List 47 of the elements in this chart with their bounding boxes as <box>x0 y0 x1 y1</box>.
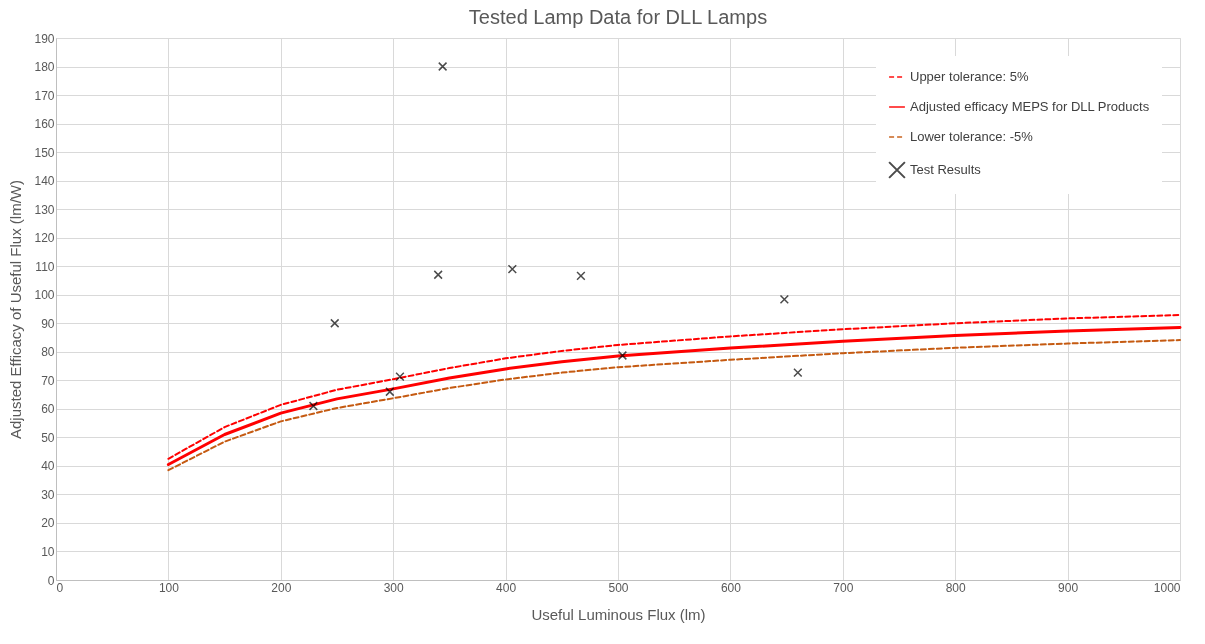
point <box>308 401 319 411</box>
x-tick-label: 900 <box>1058 580 1079 595</box>
legend-label: Upper tolerance: 5% <box>910 69 1029 84</box>
legend-label: Lower tolerance: -5% <box>910 129 1034 144</box>
chart-title: Tested Lamp Data for DLL Lamps <box>468 6 768 28</box>
x-tick-label: 200 <box>271 580 292 595</box>
x-tick-label: 300 <box>383 580 405 595</box>
y-tick-label: 140 <box>34 174 55 189</box>
y-tick-label: 70 <box>41 373 55 388</box>
point <box>385 387 395 397</box>
y-tick-label: 160 <box>34 117 55 132</box>
x-tick-label: 500 <box>608 580 629 595</box>
x-tick-label: 700 <box>833 580 854 595</box>
y-tick-label: 130 <box>34 202 55 217</box>
point <box>330 318 340 328</box>
y-tick-label: 150 <box>34 145 55 160</box>
point <box>438 61 448 72</box>
point <box>793 367 803 378</box>
point <box>507 264 517 274</box>
point <box>576 271 586 281</box>
y-axis-title: Adjusted Efficacy of Useful Flux (lm/W) <box>7 180 25 439</box>
point <box>433 270 443 280</box>
y-tick-label: 10 <box>41 544 55 559</box>
x-axis-title: Useful Luminous Flux (lm) <box>531 605 706 623</box>
legend-label: Adjusted efficacy MEPS for DLL Products <box>910 99 1150 114</box>
y-tick-label: 60 <box>41 402 55 417</box>
y-tick-label: 120 <box>34 231 55 246</box>
y-tick-label: 170 <box>34 88 55 103</box>
x-tick-label: 400 <box>496 580 517 595</box>
y-tick-label: 80 <box>41 345 55 360</box>
y-tick-label: 190 <box>34 31 55 46</box>
y-tick-label: 50 <box>41 430 55 445</box>
y-tick-label: 40 <box>41 459 55 474</box>
y-tick-label: 90 <box>41 316 55 331</box>
y-tick-label: 180 <box>34 60 55 75</box>
x-tick-label: 1000 <box>1153 580 1181 595</box>
point <box>779 294 789 304</box>
y-tick-label: 20 <box>41 516 55 531</box>
y-tick-label: 30 <box>41 487 55 502</box>
x-tick-label: 100 <box>158 580 180 595</box>
point <box>617 350 628 361</box>
y-tick-label: 100 <box>34 288 55 303</box>
y-tick-label: 110 <box>35 259 55 274</box>
x-tick-label: 600 <box>720 580 742 595</box>
x-tick-label: 800 <box>945 580 967 595</box>
legend-label: Test Results <box>910 162 982 177</box>
point <box>395 371 405 382</box>
